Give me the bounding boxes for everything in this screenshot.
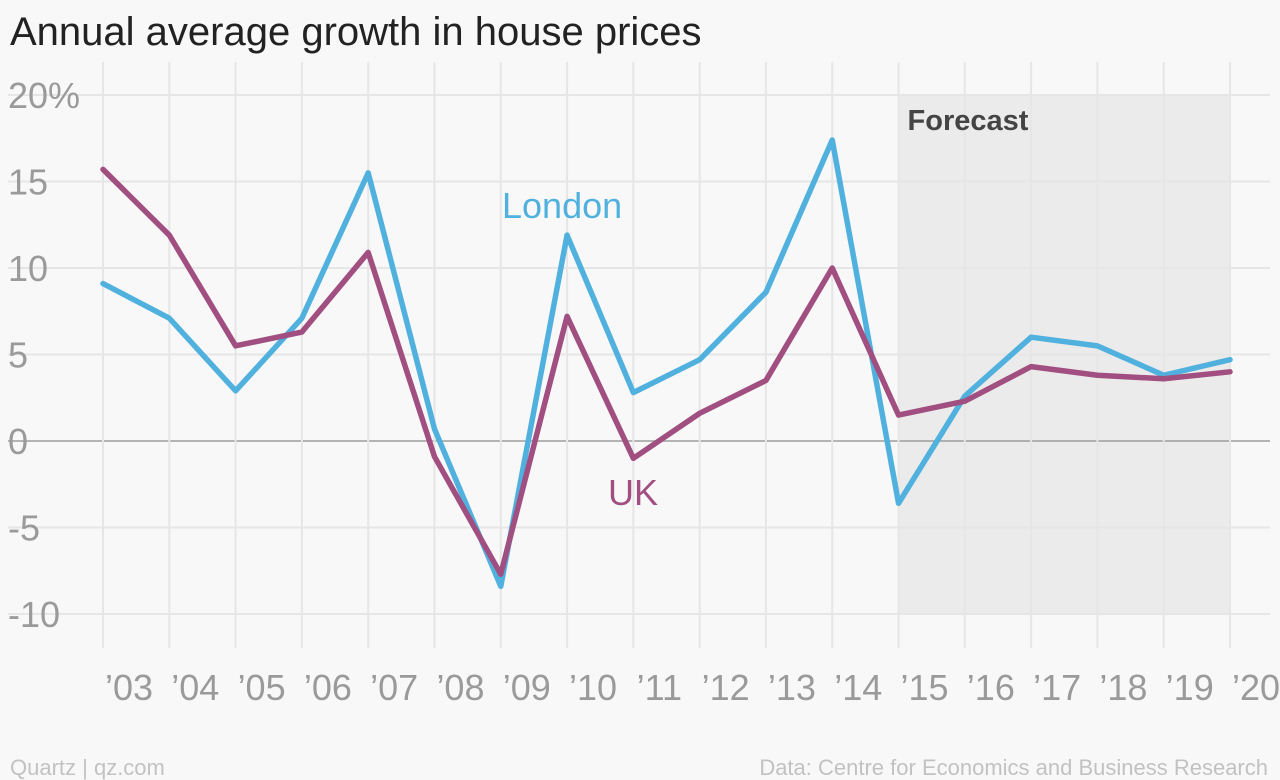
x-tick-label: ’16 — [967, 667, 1015, 708]
x-tick-label: ’15 — [901, 667, 949, 708]
grid-layer — [8, 62, 1270, 648]
y-tick-label: 20% — [8, 75, 80, 116]
x-tick-label: ’08 — [436, 667, 484, 708]
x-tick-label: ’09 — [503, 667, 551, 708]
x-tick-label: ’04 — [171, 667, 219, 708]
y-tick-label: 0 — [8, 421, 28, 462]
chart-title: Annual average growth in house prices — [10, 10, 702, 54]
x-tick-label: ’03 — [105, 667, 153, 708]
x-tick-label: ’18 — [1099, 667, 1147, 708]
series-label-london: London — [502, 185, 622, 226]
x-tick-label: ’07 — [370, 667, 418, 708]
y-tick-label: 10 — [8, 248, 48, 289]
series-layer — [100, 137, 1233, 590]
x-axis-ticks: ’03 ’04 ’05 ’06 ’07 ’08 ’09 ’10 ’11 ’12 ’13 ’14 ’15 ’… — [105, 667, 1280, 708]
footer-source: Data: Centre for Economics and Business … — [759, 755, 1268, 780]
x-tick-label: ’05 — [238, 667, 286, 708]
x-tick-label: ’13 — [768, 667, 816, 708]
footer-credit: Quartz | qz.com — [10, 755, 165, 780]
y-tick-label: 5 — [8, 335, 28, 376]
series-line-uk — [100, 166, 1233, 577]
x-tick-label: ’14 — [834, 667, 882, 708]
x-tick-label: ’11 — [637, 667, 682, 708]
series-label-uk: UK — [608, 472, 658, 513]
x-tick-label: ’17 — [1033, 667, 1081, 708]
y-tick-label: 15 — [8, 162, 48, 203]
forecast-label: Forecast — [908, 105, 1029, 137]
y-axis-ticks: 20% 15 10 5 0 -5 -10 — [8, 75, 80, 635]
x-tick-label: ’12 — [702, 667, 750, 708]
x-tick-label: ’10 — [569, 667, 617, 708]
x-tick-label: ’06 — [304, 667, 352, 708]
x-tick-label: ’19 — [1166, 667, 1214, 708]
y-tick-label: -10 — [8, 594, 60, 635]
x-tick-label: ’20 — [1232, 667, 1280, 708]
y-tick-label: -5 — [8, 508, 40, 549]
series-line-london — [100, 137, 1233, 590]
